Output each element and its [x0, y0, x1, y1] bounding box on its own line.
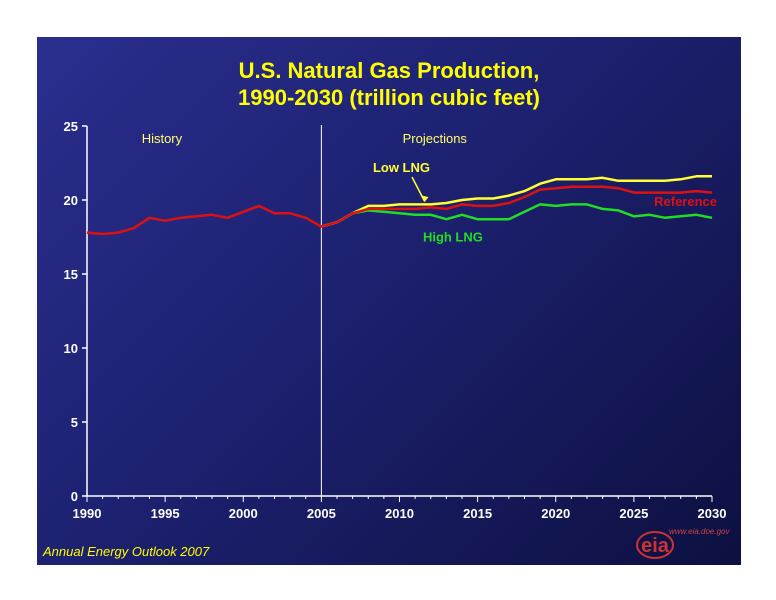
x-tick-label: 1990: [73, 506, 102, 521]
logo-text: eia: [641, 535, 670, 557]
eia-logo-icon: eia: [636, 531, 674, 559]
chart-annotations: History Projections Low LNG Reference High L…: [142, 131, 717, 244]
projections-label: Projections: [403, 131, 468, 146]
footer-source: Annual Energy Outlook 2007: [43, 544, 210, 559]
x-tick-label: 2005: [307, 506, 336, 521]
series-label-reference: Reference: [654, 194, 717, 209]
y-tick-label: 10: [64, 341, 78, 356]
footer-url: www.eia.doe.gov: [669, 527, 730, 536]
series-label-low-lng: Low LNG: [373, 160, 430, 175]
chart-title: U.S. Natural Gas Production, 1990-2030 (…: [37, 57, 741, 111]
x-tick-label: 2020: [541, 506, 570, 521]
y-tick-label: 0: [71, 489, 78, 504]
chart-title-line-1: U.S. Natural Gas Production,: [238, 58, 540, 83]
slide: U.S. Natural Gas Production, 1990-2030 (…: [37, 37, 741, 565]
low-lng-arrow-head: [420, 195, 429, 203]
chart-title-line-2: 1990-2030 (trillion cubic feet): [238, 85, 540, 110]
y-tick-label: 15: [64, 267, 78, 282]
series-label-high-lng: High LNG: [423, 229, 483, 244]
series-line-high-lng: [321, 203, 713, 228]
x-tick-label: 2025: [619, 506, 648, 521]
x-tick-label: 2010: [385, 506, 414, 521]
y-tick-label: 20: [64, 193, 78, 208]
x-tick-label: 1995: [151, 506, 180, 521]
y-tick-label: 5: [71, 415, 78, 430]
x-tick-label: 2015: [463, 506, 492, 521]
chart-axes: [82, 125, 713, 502]
x-tick-label: 2030: [698, 506, 727, 521]
series-line-low-lng: [321, 175, 712, 228]
y-tick-label: 25: [64, 119, 78, 134]
series-line-reference: [86, 185, 713, 236]
history-label: History: [142, 131, 183, 146]
chart-series: [86, 175, 713, 236]
x-tick-label: 2000: [229, 506, 258, 521]
